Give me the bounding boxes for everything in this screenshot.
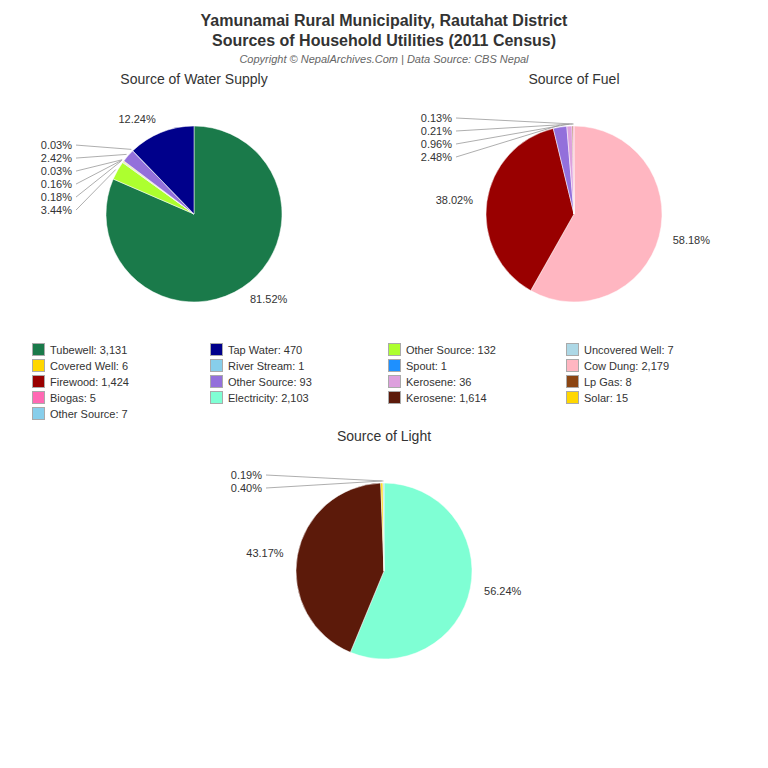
html-text:Electricity: 2,103: Electricity: 2,103	[228, 391, 309, 404]
html-text:Other Source: 132: Other Source: 132	[406, 343, 496, 356]
svg-text:38.02%: 38.02%	[436, 194, 474, 206]
svg-text:2.42%: 2.42%	[41, 152, 72, 164]
html-text:Sources of Household Utilities: Sources of Household Utilities (2011 Cen…	[212, 32, 556, 49]
svg-text:0.18%: 0.18%	[41, 191, 72, 203]
html-text:Tap Water: 470: Tap Water: 470	[228, 343, 303, 356]
svg-text:81.52%: 81.52%	[250, 293, 288, 305]
svg-text:0.19%: 0.19%	[231, 469, 262, 481]
html-text:Kerosene: 1,614: Kerosene: 1,614	[406, 391, 487, 404]
svg-text:12.24%: 12.24%	[118, 113, 156, 125]
svg-text:0.16%: 0.16%	[41, 178, 72, 190]
html-text:Copyright © NepalArchives.Com: Copyright © NepalArchives.Com | Data Sou…	[239, 53, 529, 65]
html-text:Biogas: 5: Biogas: 5	[50, 391, 96, 404]
html-text:Kerosene: 36: Kerosene: 36	[406, 375, 472, 388]
html-text:Covered Well: 6: Covered Well: 6	[50, 359, 129, 372]
html-text:Other Source: 7: Other Source: 7	[50, 407, 128, 420]
svg-text:0.03%: 0.03%	[41, 139, 72, 151]
html-text:Uncovered Well: 7: Uncovered Well: 7	[584, 343, 674, 356]
svg-text:0.13%: 0.13%	[421, 112, 452, 124]
svg-text:43.17%: 43.17%	[246, 547, 284, 559]
svg-text:58.18%: 58.18%	[673, 234, 711, 246]
html-text:Tubewell: 3,131: Tubewell: 3,131	[50, 343, 128, 356]
svg-text:3.44%: 3.44%	[41, 204, 72, 216]
svg-text:0.03%: 0.03%	[41, 165, 72, 177]
html-text:Lp Gas: 8: Lp Gas: 8	[584, 375, 632, 388]
svg-text:56.24%: 56.24%	[484, 585, 522, 597]
html-text:Cow Dung: 2,179: Cow Dung: 2,179	[584, 359, 669, 372]
html-text:Source of Fuel: Source of Fuel	[528, 71, 620, 87]
html-text:Source of Water Supply: Source of Water Supply	[120, 71, 268, 87]
svg-text:0.21%: 0.21%	[421, 125, 452, 137]
html-text:Other Source: 93: Other Source: 93	[228, 375, 312, 388]
html-text:Solar: 15: Solar: 15	[584, 391, 628, 404]
html-text:Spout: 1: Spout: 1	[406, 359, 447, 372]
html-text:Yamunamai Rural Municipality,: Yamunamai Rural Municipality, Rautahat D…	[200, 12, 568, 29]
svg-text:2.48%: 2.48%	[421, 151, 452, 163]
html-text:Firewood: 1,424: Firewood: 1,424	[50, 375, 129, 388]
html-text:River Stream: 1: River Stream: 1	[228, 359, 305, 372]
svg-text:0.40%: 0.40%	[231, 482, 262, 494]
svg-text:0.96%: 0.96%	[421, 138, 452, 150]
html-text:Source of Light: Source of Light	[336, 428, 432, 444]
